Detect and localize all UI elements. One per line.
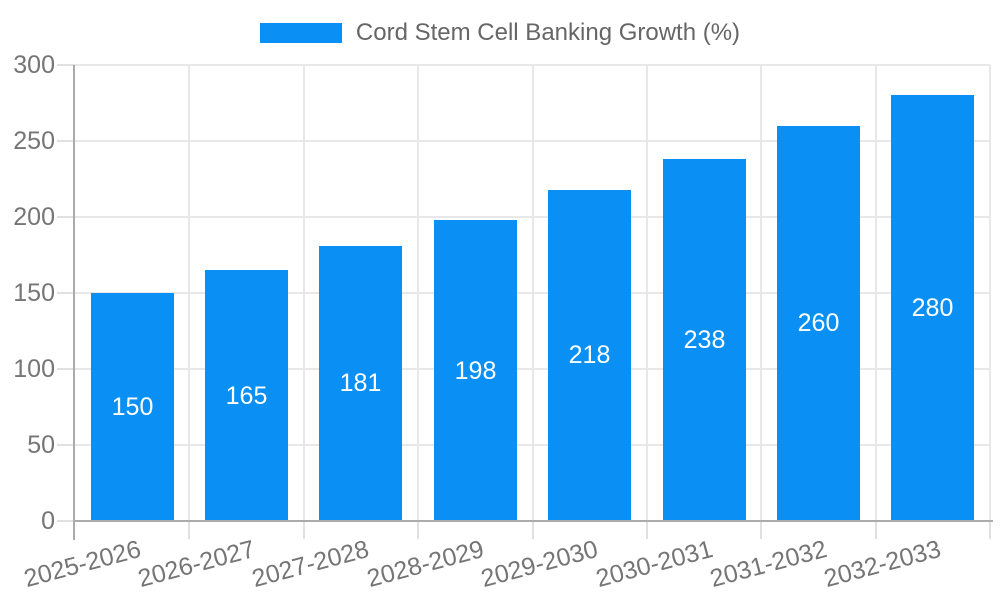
y-tick-label: 250 — [13, 127, 55, 155]
x-axis-tick — [645, 521, 648, 539]
bar-2031-2032 — [777, 125, 860, 521]
x-axis-tick — [989, 521, 991, 539]
y-tick-label: 50 — [27, 431, 55, 459]
y-axis-tick — [57, 292, 75, 294]
bar-2025-2026 — [91, 293, 174, 521]
legend-label: Cord Stem Cell Banking Growth (%) — [355, 19, 741, 46]
y-axis-tick — [57, 444, 75, 446]
v-gridline — [760, 65, 763, 521]
y-axis-tick — [57, 520, 75, 522]
bar-value-label: 165 — [225, 381, 268, 410]
y-tick-label: 0 — [41, 507, 55, 535]
y-axis-line — [73, 65, 75, 540]
x-axis-tick — [188, 521, 191, 539]
v-gridline — [874, 65, 877, 521]
bar-value-label: 238 — [683, 326, 726, 355]
v-gridline — [188, 65, 191, 521]
x-axis-line — [73, 520, 993, 522]
bar-value-label: 218 — [568, 341, 611, 370]
y-axis-tick — [57, 368, 75, 370]
bar-2029-2030 — [548, 189, 631, 521]
y-axis-tick — [57, 216, 75, 218]
legend-swatch — [259, 23, 342, 43]
v-gridline — [302, 65, 305, 521]
bar-value-label: 280 — [911, 294, 954, 323]
y-tick-label: 200 — [13, 203, 55, 231]
legend: Cord Stem Cell Banking Growth (%) — [0, 19, 1000, 47]
x-tick-label: 2026-2027 — [135, 535, 258, 593]
bar-2032-2033 — [891, 95, 974, 521]
bar-value-label: 260 — [797, 309, 840, 338]
y-tick-label: 100 — [13, 355, 55, 383]
x-axis-tick — [760, 521, 763, 539]
v-gridline — [531, 65, 534, 521]
x-tick-label: 2030-2031 — [592, 535, 716, 593]
x-tick-label: 2031-2032 — [706, 535, 830, 593]
y-tick-label: 150 — [13, 279, 55, 307]
y-axis-tick — [57, 140, 75, 142]
bar-2028-2029 — [434, 220, 517, 521]
bar-value-label: 181 — [339, 369, 382, 398]
x-tick-label: 2029-2030 — [478, 535, 601, 593]
x-axis-tick — [417, 521, 420, 539]
bar-2026-2027 — [205, 270, 288, 521]
y-tick-label: 300 — [13, 51, 55, 79]
v-gridline — [645, 65, 648, 521]
y-axis-tick — [57, 64, 75, 66]
x-tick-label: 2028-2029 — [363, 535, 487, 593]
bar-value-label: 198 — [454, 356, 497, 385]
x-tick-label: 2032-2033 — [821, 535, 945, 593]
x-axis-tick — [874, 521, 877, 539]
x-tick-label: 2027-2028 — [249, 535, 373, 593]
bar-value-label: 150 — [111, 393, 154, 421]
v-gridline — [989, 65, 991, 521]
x-axis-tick — [302, 521, 305, 539]
bar-2030-2031 — [663, 159, 746, 521]
v-gridline — [417, 65, 420, 521]
bar-2027-2028 — [319, 245, 402, 521]
x-tick-label: 2025-2026 — [20, 535, 144, 593]
x-axis-tick — [531, 521, 534, 539]
